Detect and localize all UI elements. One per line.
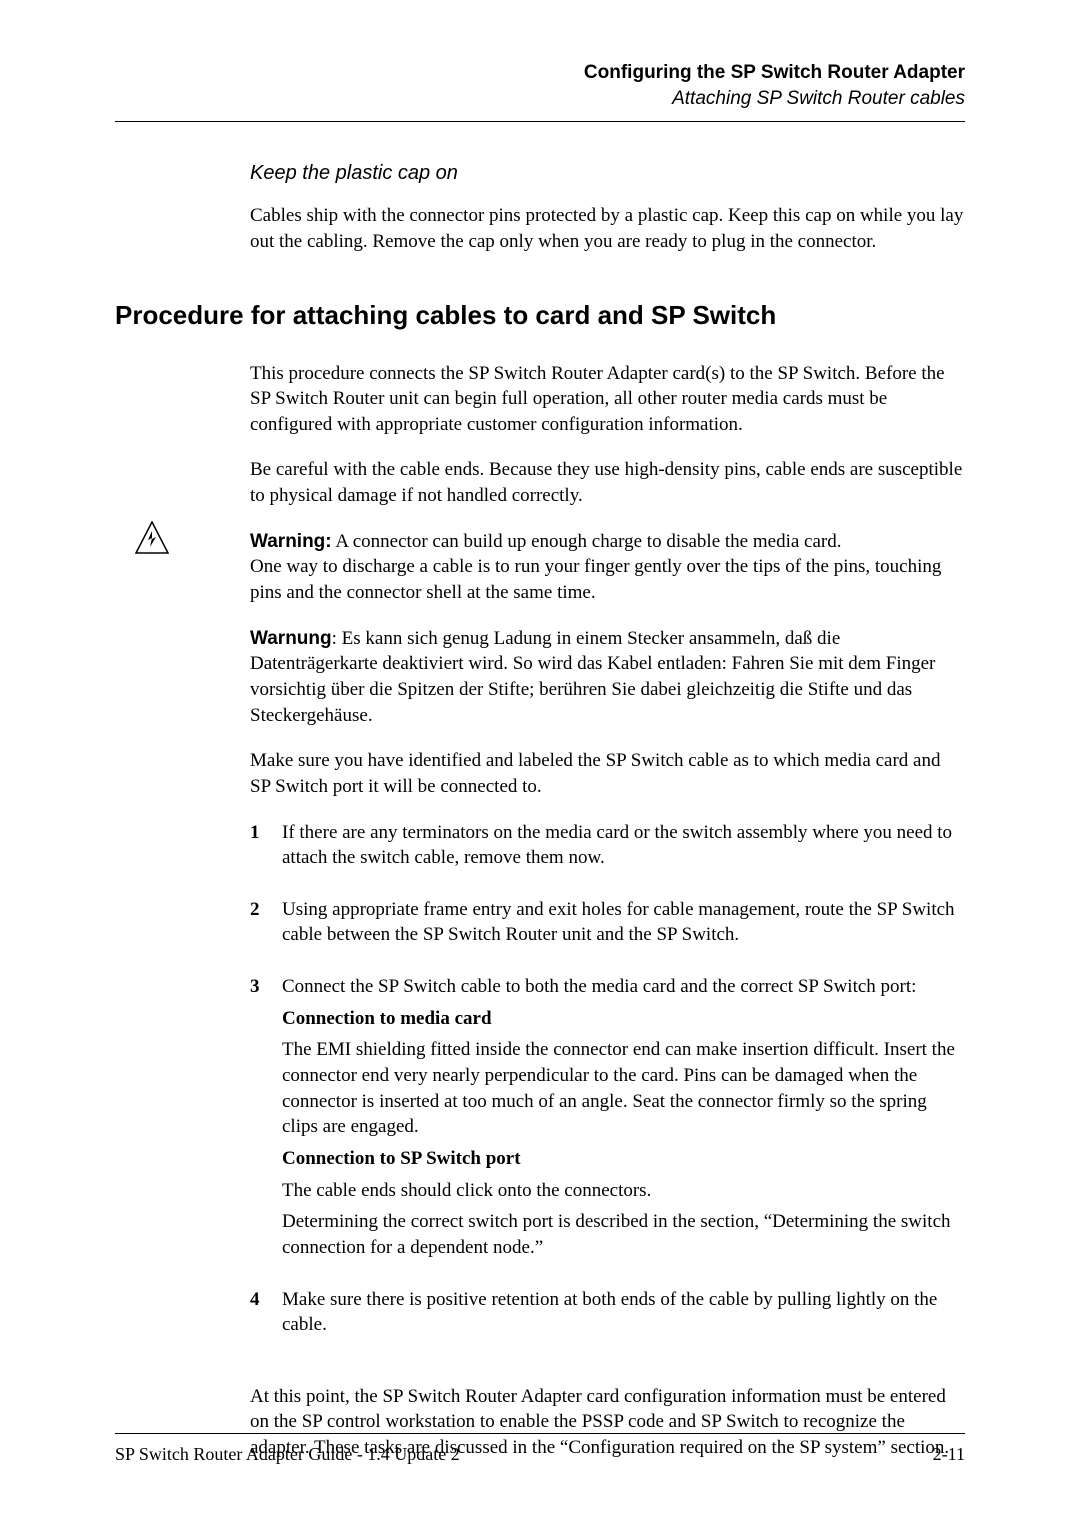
step-text: Using appropriate frame entry and exit h… (282, 897, 965, 948)
footer-left: SP Switch Router Adapter Guide - 1.4 Upd… (115, 1444, 460, 1465)
step-item: 2Using appropriate frame entry and exit … (250, 897, 965, 954)
step-text: The cable ends should click onto the con… (282, 1178, 965, 1204)
step-number: 1 (250, 820, 282, 877)
step-item: 3Connect the SP Switch cable to both the… (250, 974, 965, 1266)
header-title: Configuring the SP Switch Router Adapter (115, 60, 965, 86)
step-body: If there are any terminators on the medi… (282, 820, 965, 877)
warning-text: Warning: A connector can build up enough… (250, 529, 965, 606)
step-subheading: Connection to media card (282, 1006, 965, 1032)
body-text: This procedure connects the SP Switch Ro… (250, 361, 965, 438)
header-subtitle: Attaching SP Switch Router cables (115, 86, 965, 112)
ordered-steps: 1If there are any terminators on the med… (250, 820, 965, 1344)
body-text: Be careful with the cable ends. Because … (250, 457, 965, 508)
warnung-text: Warnung: Es kann sich genug Ladung in ei… (250, 626, 965, 729)
step-text: Connect the SP Switch cable to both the … (282, 974, 965, 1000)
section-heading-procedure: Procedure for attaching cables to card a… (115, 300, 965, 331)
header-rule (115, 121, 965, 122)
warnung-label: Warnung (250, 628, 332, 649)
subsection-heading-keep-cap: Keep the plastic cap on (250, 162, 965, 185)
body-text: Make sure you have identified and labele… (250, 748, 965, 799)
step-text: Determining the correct switch port is d… (282, 1209, 965, 1260)
step-body: Using appropriate frame entry and exit h… (282, 897, 965, 954)
warning-label: Warning: (250, 531, 332, 552)
step-text: If there are any terminators on the medi… (282, 820, 965, 871)
step-item: 1If there are any terminators on the med… (250, 820, 965, 877)
warning-line-1: A connector can build up enough charge t… (332, 531, 842, 552)
step-subheading: Connection to SP Switch port (282, 1146, 965, 1172)
step-number: 3 (250, 974, 282, 1266)
step-item: 4Make sure there is positive retention a… (250, 1287, 965, 1344)
footer-right: 2-11 (933, 1444, 965, 1465)
warning-triangle-icon (135, 521, 169, 559)
running-header: Configuring the SP Switch Router Adapter… (115, 60, 965, 111)
body-text: Cables ship with the connector pins prot… (250, 203, 965, 254)
step-number: 2 (250, 897, 282, 954)
step-text: Make sure there is positive retention at… (282, 1287, 965, 1338)
step-number: 4 (250, 1287, 282, 1344)
page-footer: SP Switch Router Adapter Guide - 1.4 Upd… (115, 1433, 965, 1465)
warnung-body: : Es kann sich genug Ladung in einem Ste… (250, 628, 935, 726)
warning-block: Warning: A connector can build up enough… (115, 529, 965, 606)
step-body: Make sure there is positive retention at… (282, 1287, 965, 1344)
step-text: The EMI shielding fitted inside the conn… (282, 1037, 965, 1140)
warning-line-2: One way to discharge a cable is to run y… (250, 556, 941, 603)
page: Configuring the SP Switch Router Adapter… (0, 0, 1080, 1521)
step-body: Connect the SP Switch cable to both the … (282, 974, 965, 1266)
footer-rule (115, 1433, 965, 1434)
